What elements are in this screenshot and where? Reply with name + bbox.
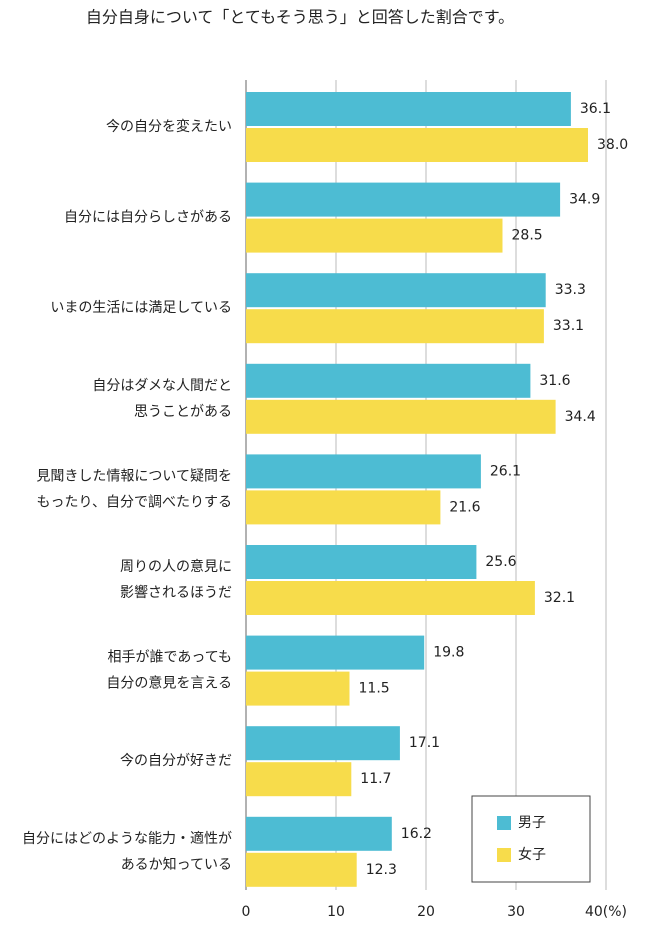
bar: [246, 92, 571, 126]
bar: [246, 635, 425, 670]
value-label: 25.6: [485, 554, 516, 570]
value-label: 26.1: [490, 463, 521, 479]
category-label: 自分の意見を言える: [106, 675, 232, 692]
category-label: 自分はダメな人間だと: [92, 378, 232, 394]
value-label: 34.9: [569, 192, 600, 208]
value-label: 19.8: [433, 645, 464, 661]
value-label: 12.3: [366, 862, 397, 878]
x-tick-label: 10: [327, 904, 345, 920]
value-label: 16.2: [401, 826, 432, 842]
legend-swatch: [497, 816, 511, 830]
bar: [246, 852, 357, 887]
bar: [246, 671, 350, 706]
category-label: 影響されるほうだ: [120, 584, 232, 601]
bar: [246, 816, 392, 851]
bar: [246, 218, 503, 253]
bar: [246, 399, 556, 434]
chart-title: 自分自身について「とてもそう思う」と回答した割合です。: [86, 8, 514, 27]
bar: [246, 762, 352, 797]
bar: [246, 545, 477, 579]
bar: [246, 726, 400, 761]
category-label: 相手が誰であっても: [108, 650, 232, 666]
x-tick-label: 20: [417, 904, 435, 920]
bar: [246, 581, 535, 615]
value-label: 32.1: [544, 590, 575, 606]
value-label: 38.0: [597, 137, 628, 153]
value-label: 34.4: [565, 409, 596, 425]
bar: [246, 490, 441, 525]
x-tick-label: 40(%): [585, 904, 627, 920]
value-label: 11.7: [360, 771, 391, 787]
category-label: 自分にはどのような能力・適性が: [22, 830, 232, 847]
legend-label: 男子: [518, 815, 546, 831]
x-tick-label: 30: [507, 904, 525, 920]
x-tick-label: 0: [242, 904, 251, 920]
category-label: 思うことがある: [134, 404, 232, 420]
legend-box: [471, 795, 591, 883]
category-label: 周りの人の意見に: [120, 558, 232, 575]
bar: [246, 363, 531, 398]
category-label: 自分には自分らしさがある: [64, 210, 232, 226]
category-label: 見聞きした情報について疑問を: [36, 468, 232, 484]
value-label: 31.6: [539, 373, 570, 389]
value-label: 28.5: [512, 228, 543, 244]
value-label: 21.6: [449, 499, 480, 515]
value-label: 33.3: [555, 282, 586, 298]
bar: [246, 128, 588, 162]
value-label: 11.5: [359, 681, 390, 697]
value-label: 17.1: [409, 735, 440, 751]
category-label: あるか知っている: [121, 856, 232, 873]
value-label: 33.1: [553, 318, 584, 334]
category-label: 今の自分を変えたい: [106, 118, 232, 135]
bar: [246, 182, 561, 217]
legend-swatch: [497, 848, 511, 862]
category-label: 今の自分が好きだ: [120, 753, 232, 769]
bar: [246, 309, 544, 344]
bar: [246, 273, 546, 308]
legend-label: 女子: [518, 846, 546, 863]
category-label: もったり、自分で調べたりする: [37, 494, 232, 510]
value-label: 36.1: [580, 101, 611, 117]
bar: [246, 454, 481, 489]
category-label: いまの生活には満足している: [50, 300, 232, 316]
